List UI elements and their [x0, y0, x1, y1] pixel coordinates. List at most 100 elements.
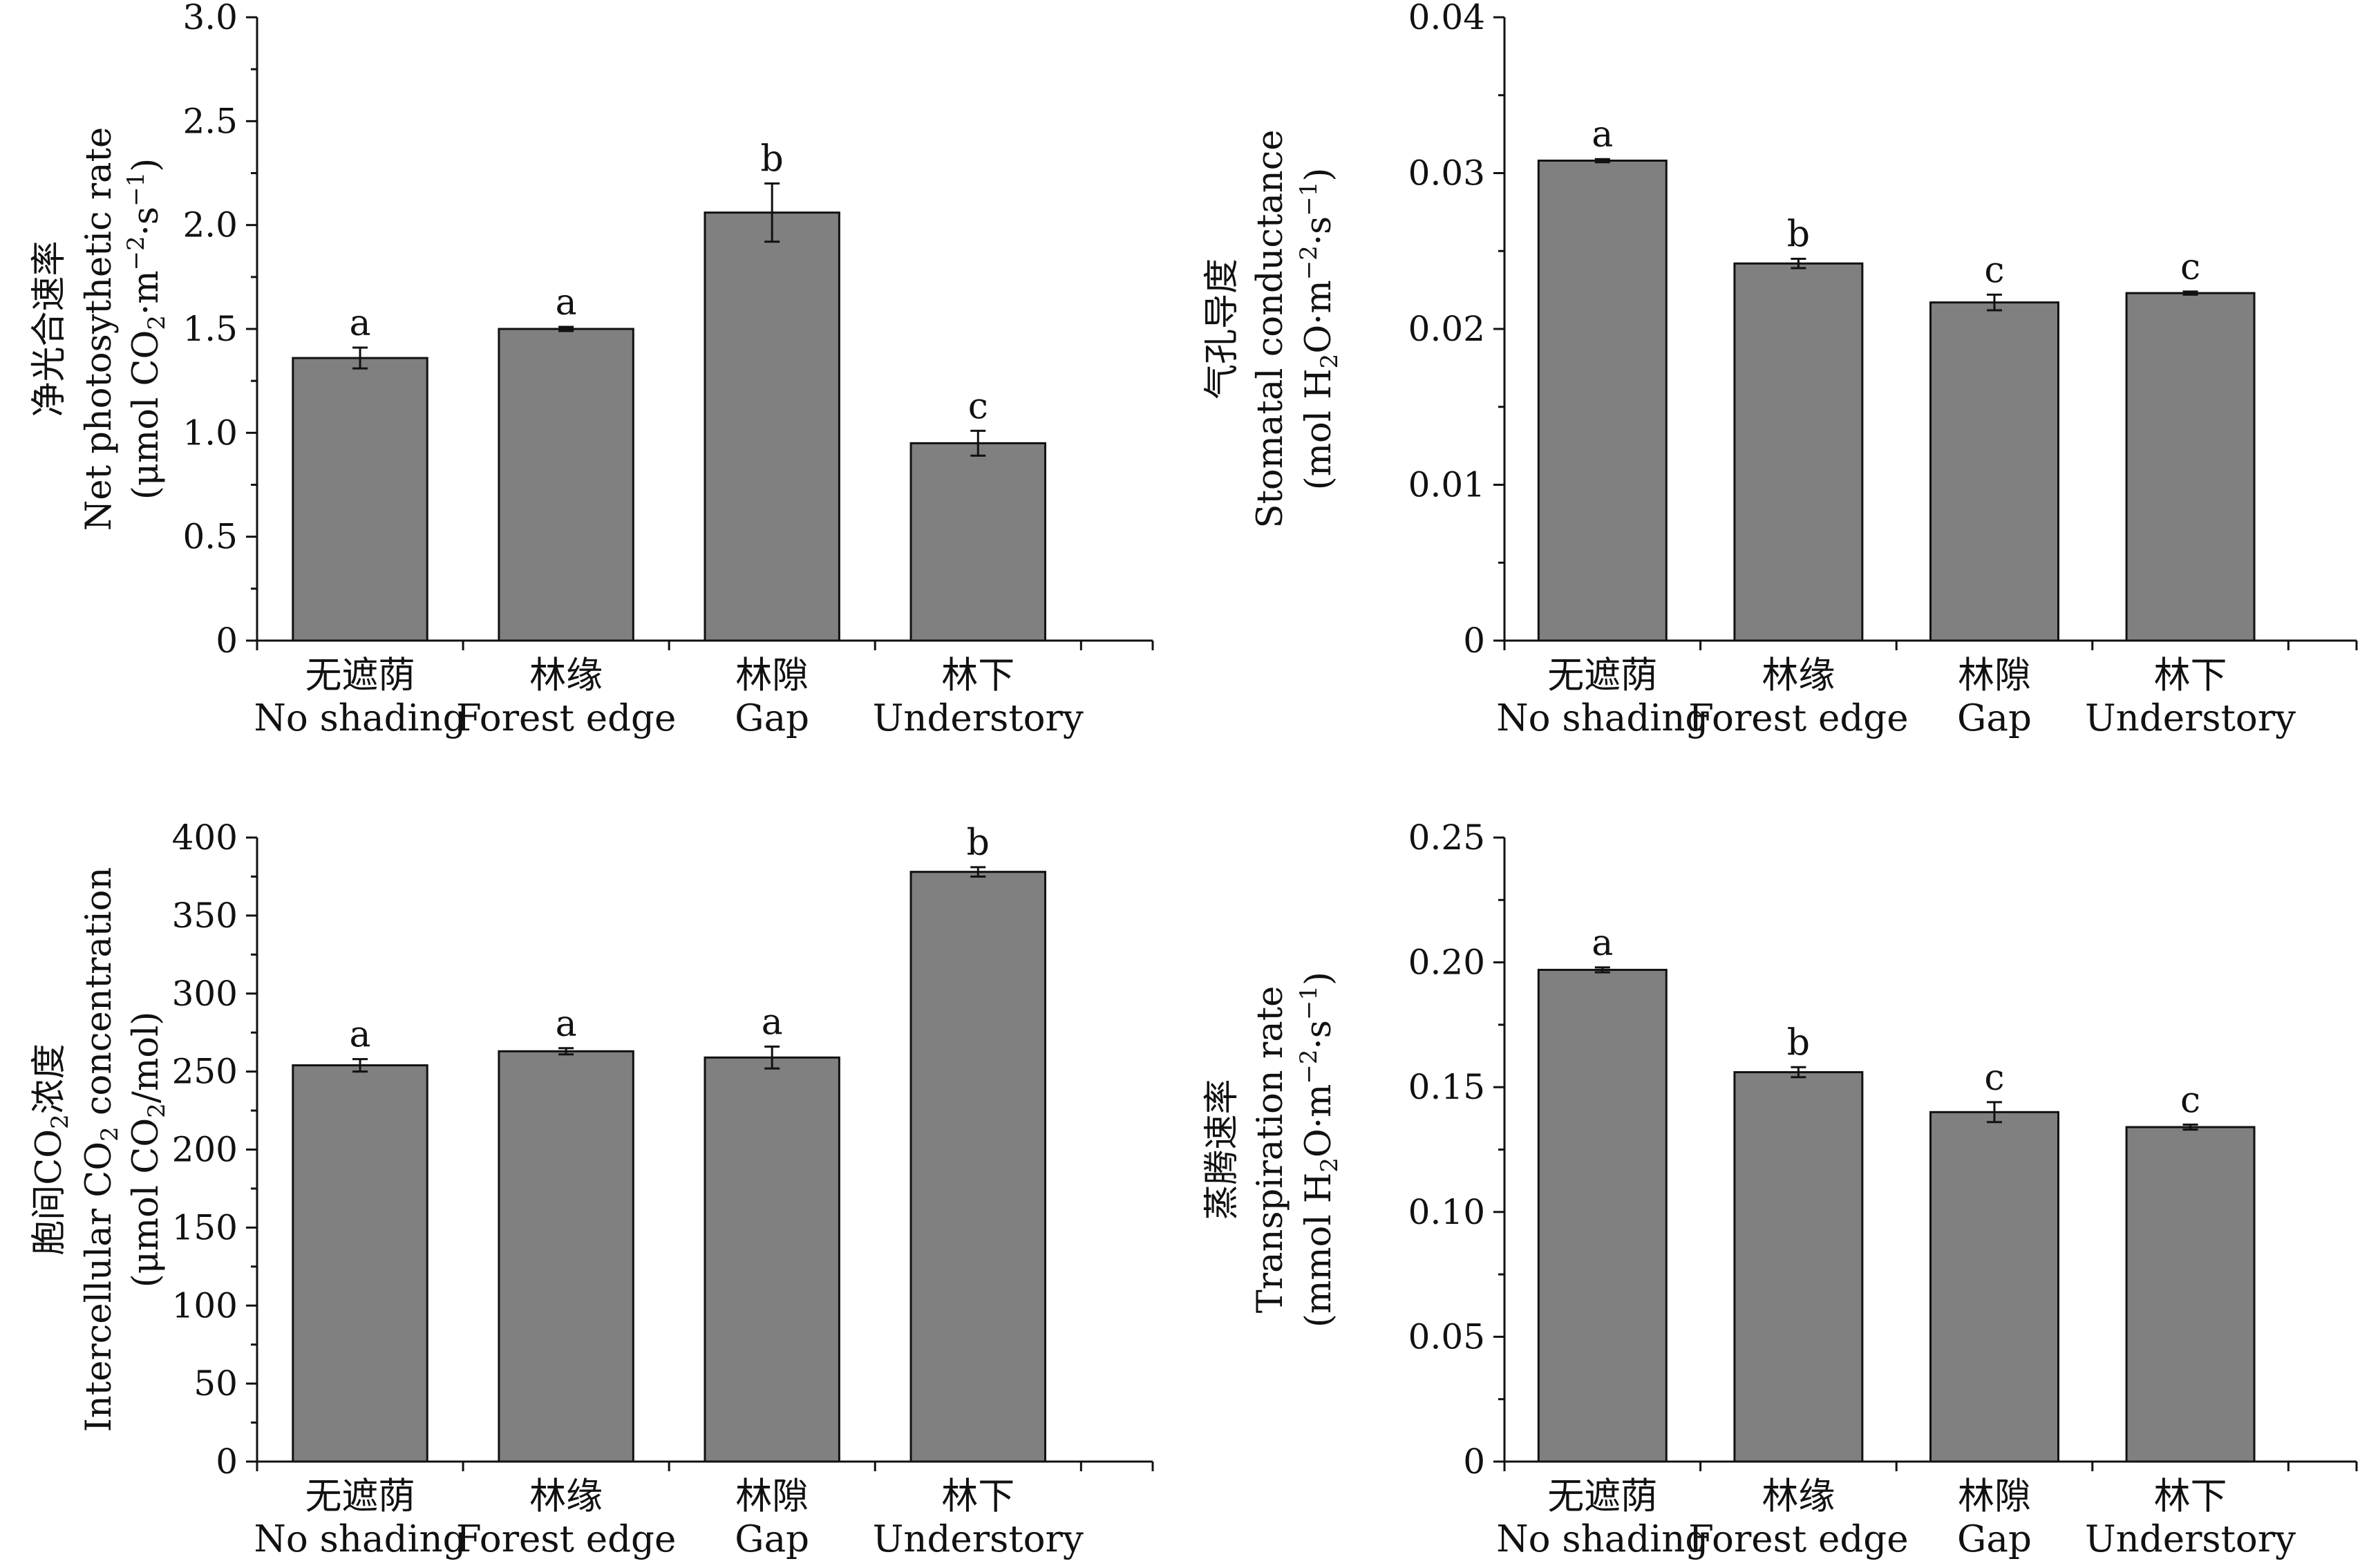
x-category-label-cn: 林缘 [529, 654, 603, 697]
y-axis-label-segment: 浓度 [29, 1043, 70, 1114]
significance-letter: a [350, 1014, 371, 1056]
bar [292, 1064, 428, 1463]
y-axis-label-segment: Net photosythetic rate [79, 127, 120, 531]
y-axis-label-segment: 蒸腾速率 [1202, 1079, 1243, 1220]
y-tick-label: 1.0 [182, 413, 238, 453]
y-tick-label: 0.04 [1408, 0, 1485, 37]
x-category-label-en: Gap [1957, 1518, 2032, 1560]
y-tick-label: 0.15 [1408, 1067, 1485, 1107]
y-axis-label-segment: (μmol CO [126, 1118, 167, 1287]
x-category-label-cn: 林缘 [1762, 1475, 1835, 1518]
y-axis-label-segment: −1 [1295, 182, 1323, 216]
y-axis-label-line-3: (mmol H2O·m−2·s−1) [1295, 972, 1343, 1328]
y-tick-label: 150 [172, 1207, 238, 1247]
significance-letter: c [2180, 1079, 2200, 1121]
bar [2125, 1126, 2256, 1463]
y-axis-label-segment: Intercellular CO [79, 1142, 120, 1432]
x-category-label-cn: 林下 [941, 1475, 1014, 1518]
y-tick-label: 0.20 [1408, 943, 1485, 983]
y-tick-label: 0.02 [1408, 309, 1485, 349]
significance-letter: b [1787, 1022, 1810, 1064]
bar [1537, 968, 1668, 1463]
significance-letter: a [556, 282, 577, 323]
y-axis-label-segment: Stomatal conductance [1250, 130, 1291, 529]
y-tick-label: 2.5 [182, 101, 238, 141]
y-tick-label: 0 [1463, 621, 1485, 661]
y-axis-label-segment: ·s [1299, 216, 1339, 245]
y-tick-label: 200 [172, 1130, 238, 1170]
significance-letter: a [556, 1003, 577, 1045]
x-category-label-en: No shading [254, 697, 466, 739]
y-axis-label-segment: ·m [126, 270, 167, 315]
x-category-label-en: Gap [735, 697, 809, 739]
bar [704, 1056, 840, 1463]
significance-letter: a [762, 1002, 783, 1043]
bar [1733, 1071, 1864, 1463]
y-axis-label-segment: −1 [1295, 985, 1323, 1020]
y-axis-label-segment: 2 [143, 315, 171, 330]
x-category-label-cn: 无遮荫 [1547, 654, 1657, 697]
y-axis-label-segment: 2 [46, 1114, 74, 1129]
y-tick-label: 0.05 [1408, 1316, 1485, 1357]
y-tick-label: 0.5 [182, 517, 238, 557]
bar [1537, 159, 1668, 642]
y-axis-label-segment: 胞间CO [29, 1129, 70, 1256]
significance-letter: c [968, 386, 988, 427]
x-category-label-en: Forest edge [1688, 1518, 1908, 1560]
y-tick-label: 0 [216, 621, 238, 661]
y-axis-label-line-3: (μmol CO2·m−2·s−1) [122, 158, 171, 500]
y-tick-label: 0.03 [1408, 153, 1485, 193]
y-tick-label: 250 [172, 1052, 238, 1092]
x-category-label-cn: 林下 [2154, 654, 2227, 697]
x-category-label-en: No shading [254, 1518, 466, 1560]
y-tick-label: 0.10 [1408, 1192, 1485, 1232]
y-tick-label: 0.25 [1408, 818, 1485, 858]
x-category-label-cn: 无遮荫 [305, 654, 415, 697]
significance-letter: b [761, 139, 784, 180]
bar [1929, 1111, 2059, 1463]
significance-letter: c [2180, 247, 2200, 288]
y-axis-label-line-3: (mol H2O·m−2·s−1) [1295, 168, 1343, 491]
y-axis-label-line-1: 净光合速率 [29, 240, 70, 417]
y-axis-label-segment: (mmol H [1299, 1173, 1339, 1328]
y-axis-label-line-1: 蒸腾速率 [1202, 1079, 1243, 1220]
y-axis-label-segment: −1 [122, 172, 150, 207]
y-axis-label-segment: 2 [1316, 354, 1343, 369]
significance-letter: b [1787, 214, 1810, 256]
x-category-label-cn: 林隙 [735, 1475, 809, 1518]
y-axis-label-line-3: (μmol CO2/mol) [126, 1012, 171, 1288]
x-category-label-en: Understory [2085, 697, 2296, 739]
bar [909, 442, 1046, 642]
y-axis-label-segment: ) [1299, 972, 1339, 985]
y-tick-label: 400 [172, 818, 238, 858]
x-category-label-en: Forest edge [456, 697, 676, 739]
y-axis-label-segment: ·s [126, 207, 167, 236]
x-category-label-en: No shading [1496, 1518, 1708, 1560]
y-axis-label-segment: /mol) [126, 1012, 167, 1103]
y-axis-label-line-2: Intercellular CO2 concentration [79, 867, 124, 1433]
x-category-label-cn: 林隙 [1958, 1475, 2031, 1518]
y-axis-label-segment: 气孔导度 [1202, 258, 1243, 399]
y-tick-label: 350 [172, 896, 238, 936]
x-category-label-en: Understory [2085, 1518, 2296, 1560]
bar [704, 211, 840, 642]
y-tick-label: 2.0 [182, 205, 238, 245]
y-axis-label-segment: ·s [1299, 1020, 1339, 1049]
significance-letter: a [1592, 923, 1613, 964]
x-category-label-en: Forest edge [456, 1518, 676, 1560]
x-category-label-cn: 无遮荫 [305, 1475, 415, 1518]
x-category-label-cn: 林隙 [735, 654, 809, 697]
y-axis-label-segment: concentration [79, 867, 120, 1127]
significance-letter: c [1984, 249, 2004, 291]
y-axis-label-line-1: 气孔导度 [1202, 258, 1243, 399]
x-category-label-en: Gap [1957, 697, 2032, 739]
y-axis-label-segment: Transpiration rate [1250, 986, 1291, 1314]
significance-letter: a [1592, 114, 1613, 155]
x-category-label-en: Gap [735, 1518, 809, 1560]
y-axis-label-line-2: Stomatal conductance [1250, 130, 1291, 529]
bar [498, 328, 634, 642]
y-axis-label-segment: −2 [122, 236, 150, 270]
